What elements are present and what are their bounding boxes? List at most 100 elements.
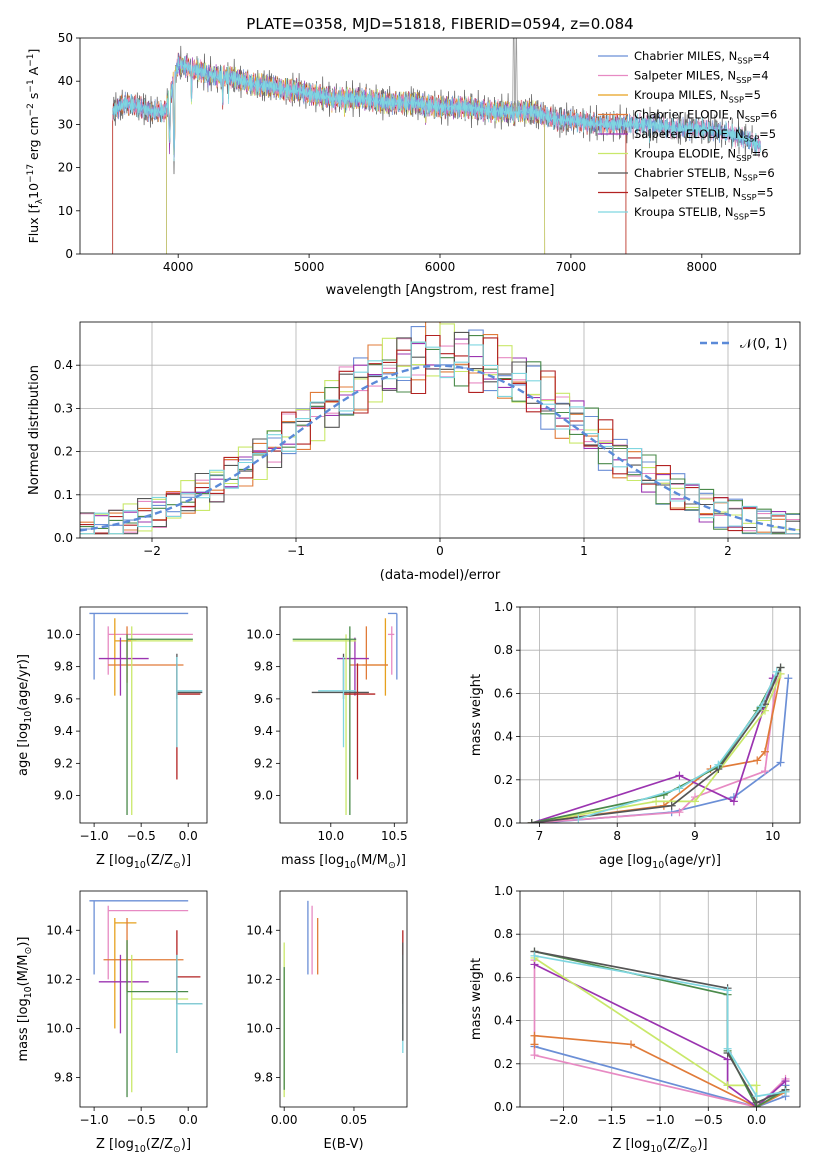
point-marker: [784, 674, 793, 683]
point-marker: [781, 1077, 790, 1086]
point-marker: [691, 797, 699, 806]
axes-frame: [79, 321, 801, 539]
y-tick-label: 0.0: [494, 1100, 513, 1114]
x-tick-label: −1.0: [80, 829, 109, 843]
plot-area: [89, 612, 203, 815]
y-tick-label: 10.4: [46, 923, 73, 937]
y-tick-label: 20: [58, 161, 73, 175]
y-tick-label: 0.0: [54, 531, 73, 545]
y-tick-label: 1.0: [494, 600, 513, 614]
y-tick-label: 10.2: [46, 972, 73, 986]
x-tick-label: 5000: [294, 260, 325, 274]
panel-age-vs-Z: −1.0 −0.5 0.0 9.0 9.2 9.4 9.6 9.8 10.0 Z [log10(Z…: [16, 606, 208, 871]
x-tick-label: −0.5: [127, 829, 156, 843]
y-tick-label: 0.8: [494, 643, 513, 657]
axes-frame: [519, 890, 801, 1108]
plot-area: [527, 663, 793, 823]
emission-line: [512, 38, 516, 112]
x-tick-label: −1.0: [645, 1113, 674, 1127]
y-tick-label: 9.0: [54, 789, 73, 803]
plot-area: [292, 612, 398, 815]
x-axis-label: E(B-V): [323, 1137, 363, 1152]
legend-label: Kroupa ELODIE, NSSP=6: [634, 147, 769, 164]
x-axis-label: Z [log10(Z/Z⊙)]: [612, 1137, 707, 1155]
point-marker: [761, 747, 769, 756]
y-tick-label: 30: [58, 117, 73, 131]
point-marker: [530, 1031, 539, 1040]
x-tick-label: 1: [580, 544, 588, 558]
point-marker: [723, 986, 732, 995]
y-tick-label: 10: [58, 204, 73, 218]
panel-mass-vs-Z: −1.0 −0.5 0.0 9.8 10.0 10.2 10.4 Z [log10(Z/Z⊙)…: [16, 890, 208, 1155]
point-marker: [530, 1051, 539, 1060]
y-tick-label: 0.8: [494, 927, 513, 941]
x-tick-label: 7: [536, 829, 544, 843]
spectrum-line: [112, 52, 627, 254]
spectrum-legend: Chabrier MILES, NSSP=4 Salpeter MILES, NS…: [598, 49, 777, 222]
axes-frame: [519, 606, 801, 824]
y-tick-label: 0.6: [494, 970, 513, 984]
panel-age-vs-mass: 10.0 10.5 9.0 9.2 9.4 9.6 9.8 10.0 mass [log10(M…: [246, 606, 408, 871]
x-tick-label: −2.0: [549, 1113, 578, 1127]
y-axis-label: mass weight: [469, 958, 484, 1040]
x-tick-label: 0: [436, 544, 444, 558]
point-marker: [723, 1044, 732, 1053]
histogram-series: [80, 334, 800, 535]
x-axis-label: Z [log10(Z/Z⊙)]: [96, 853, 191, 871]
axes-frame: [279, 606, 408, 824]
y-tick-label: 9.8: [54, 660, 73, 674]
y-tick-label: 9.8: [54, 1071, 73, 1085]
y-tick-label: 9.8: [254, 1071, 273, 1085]
legend-label: Salpeter MILES, NSSP=4: [634, 69, 769, 86]
y-tick-label: 0.4: [494, 730, 513, 744]
point-marker: [574, 814, 583, 823]
y-tick-label: 10.0: [246, 1021, 273, 1035]
panel-residuals: −2 −1 0 1 2 0.0 0.1 0.2 0.3 0.4 𝒩(0, 1) (data-model…: [27, 321, 801, 583]
legend-label: Chabrier ELODIE, NSSP=6: [634, 108, 777, 125]
x-tick-label: −1: [287, 544, 305, 558]
y-tick-label: 9.2: [254, 756, 273, 770]
y-tick-label: 0.4: [494, 1014, 513, 1028]
legend-label: Chabrier MILES, NSSP=4: [634, 49, 770, 66]
y-tick-label: 0.1: [54, 488, 73, 502]
y-tick-label: 50: [58, 31, 73, 45]
point-marker: [675, 771, 684, 780]
y-tick-label: 9.8: [254, 660, 273, 674]
plot-area: [530, 947, 790, 1107]
x-tick-label: −2: [143, 544, 161, 558]
y-tick-label: 9.2: [54, 756, 73, 770]
panel-massweight-vs-age: 7 8 9 10 0.0 0.2 0.4 0.6 0.8 1.0 age [log10(age/yr…: [469, 600, 801, 871]
point-marker: [530, 1040, 539, 1049]
point-marker: [675, 808, 684, 817]
y-axis-label: mass weight: [469, 674, 484, 756]
y-tick-label: 0.6: [494, 686, 513, 700]
x-tick-label: 6000: [425, 260, 456, 274]
panel-spectrum: 4000 5000 6000 7000 8000 0 10 20 30 40 50 Chabrier …: [26, 31, 801, 298]
point-marker: [723, 1081, 732, 1090]
axes-frame: [279, 890, 408, 1108]
spectrum-line: [112, 56, 761, 162]
mass-weight-series: [578, 671, 778, 820]
y-tick-label: 9.0: [254, 789, 273, 803]
y-tick-label: 1.0: [494, 884, 513, 898]
y-tick-label: 10.0: [46, 627, 73, 641]
y-tick-label: 9.4: [54, 724, 73, 738]
legend-label: Kroupa STELIB, NSSP=5: [634, 205, 766, 222]
y-tick-label: 40: [58, 74, 73, 88]
histogram-series: [80, 341, 800, 535]
y-tick-label: 10.4: [246, 923, 273, 937]
x-tick-label: 7000: [556, 260, 587, 274]
point-marker: [667, 801, 676, 810]
y-tick-label: 0: [65, 247, 73, 261]
point-marker: [753, 756, 762, 765]
y-tick-label: 9.6: [254, 692, 273, 706]
x-tick-label: 0.0: [179, 1113, 198, 1127]
x-tick-label: −1.0: [80, 1113, 109, 1127]
x-tick-label: 2: [724, 544, 732, 558]
y-tick-label: 9.6: [54, 692, 73, 706]
y-axis-label: age [log10(age/yr)]: [16, 654, 34, 776]
legend-label: Chabrier STELIB, NSSP=6: [634, 166, 775, 183]
legend-label: Salpeter ELODIE, NSSP=5: [634, 127, 776, 144]
legend-label: 𝒩(0, 1): [740, 337, 787, 352]
point-marker: [675, 784, 684, 793]
